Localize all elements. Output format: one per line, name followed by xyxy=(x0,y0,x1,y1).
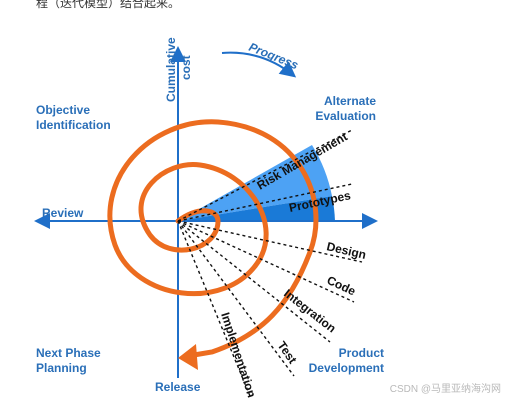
spiral-curve xyxy=(107,119,319,359)
quadrant-bottom-left-line2: Planning xyxy=(36,361,87,375)
phase-label-integration: Integration xyxy=(281,286,338,335)
radial-dashed-lines xyxy=(177,129,363,397)
progress-arc xyxy=(221,51,297,78)
axis-label-cumulative: Cumulative xyxy=(164,37,178,102)
review-label: Review xyxy=(42,206,84,220)
quadrant-top-left-line1: Objective xyxy=(36,103,90,117)
release-label: Release xyxy=(155,380,201,394)
spiral-arrowhead xyxy=(178,344,198,370)
phase-label-design: Design xyxy=(325,239,367,262)
quadrant-bottom-right-line2: Development xyxy=(309,361,384,375)
axis-label-cost: cost xyxy=(179,55,193,80)
quadrant-bottom-right-line1: Product xyxy=(339,346,384,360)
quadrant-top-left-line2: Identification xyxy=(36,118,111,132)
phase-label-code: Code xyxy=(325,273,358,299)
phase-label-test: Test xyxy=(275,339,300,367)
quadrant-top-right-line1: Alternate xyxy=(324,94,376,108)
quadrant-top-right-line2: Evaluation xyxy=(315,109,376,123)
csdn-watermark: CSDN @马里亚纳海沟网 xyxy=(389,384,501,395)
header-snippet: 程（迭代模型）结合起来。 xyxy=(36,0,181,10)
phase-label-implementation: Implementation xyxy=(218,311,259,400)
risk-management-wedge xyxy=(178,145,332,221)
quadrant-bottom-left-line1: Next Phase xyxy=(36,346,101,360)
